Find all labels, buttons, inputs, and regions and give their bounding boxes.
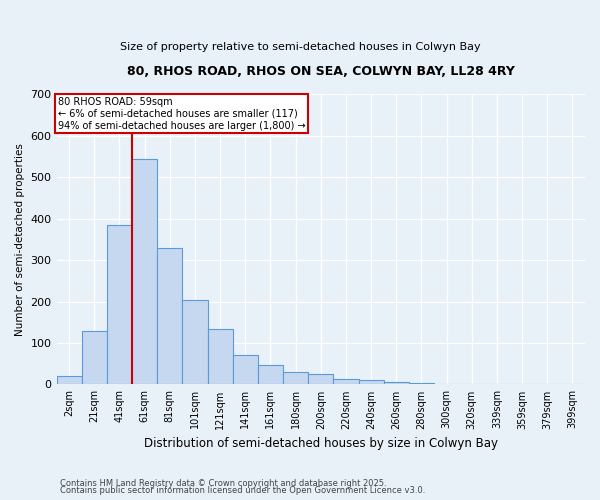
Text: 80 RHOS ROAD: 59sqm
← 6% of semi-detached houses are smaller (117)
94% of semi-d: 80 RHOS ROAD: 59sqm ← 6% of semi-detache… — [58, 98, 305, 130]
Text: Contains public sector information licensed under the Open Government Licence v3: Contains public sector information licen… — [60, 486, 425, 495]
Bar — [132, 158, 157, 384]
Y-axis label: Number of semi-detached properties: Number of semi-detached properties — [15, 143, 25, 336]
Bar — [308, 374, 334, 384]
Title: 80, RHOS ROAD, RHOS ON SEA, COLWYN BAY, LL28 4RY: 80, RHOS ROAD, RHOS ON SEA, COLWYN BAY, … — [127, 65, 515, 78]
Bar — [82, 330, 107, 384]
Bar — [233, 356, 258, 384]
Bar — [383, 382, 409, 384]
X-axis label: Distribution of semi-detached houses by size in Colwyn Bay: Distribution of semi-detached houses by … — [144, 437, 498, 450]
Bar — [107, 225, 132, 384]
Bar — [283, 372, 308, 384]
Bar — [182, 300, 208, 384]
Bar — [56, 376, 82, 384]
Text: Size of property relative to semi-detached houses in Colwyn Bay: Size of property relative to semi-detach… — [119, 42, 481, 52]
Bar — [258, 365, 283, 384]
Bar — [157, 248, 182, 384]
Bar — [334, 380, 359, 384]
Text: Contains HM Land Registry data © Crown copyright and database right 2025.: Contains HM Land Registry data © Crown c… — [60, 478, 386, 488]
Bar — [359, 380, 383, 384]
Bar — [409, 383, 434, 384]
Bar — [208, 328, 233, 384]
